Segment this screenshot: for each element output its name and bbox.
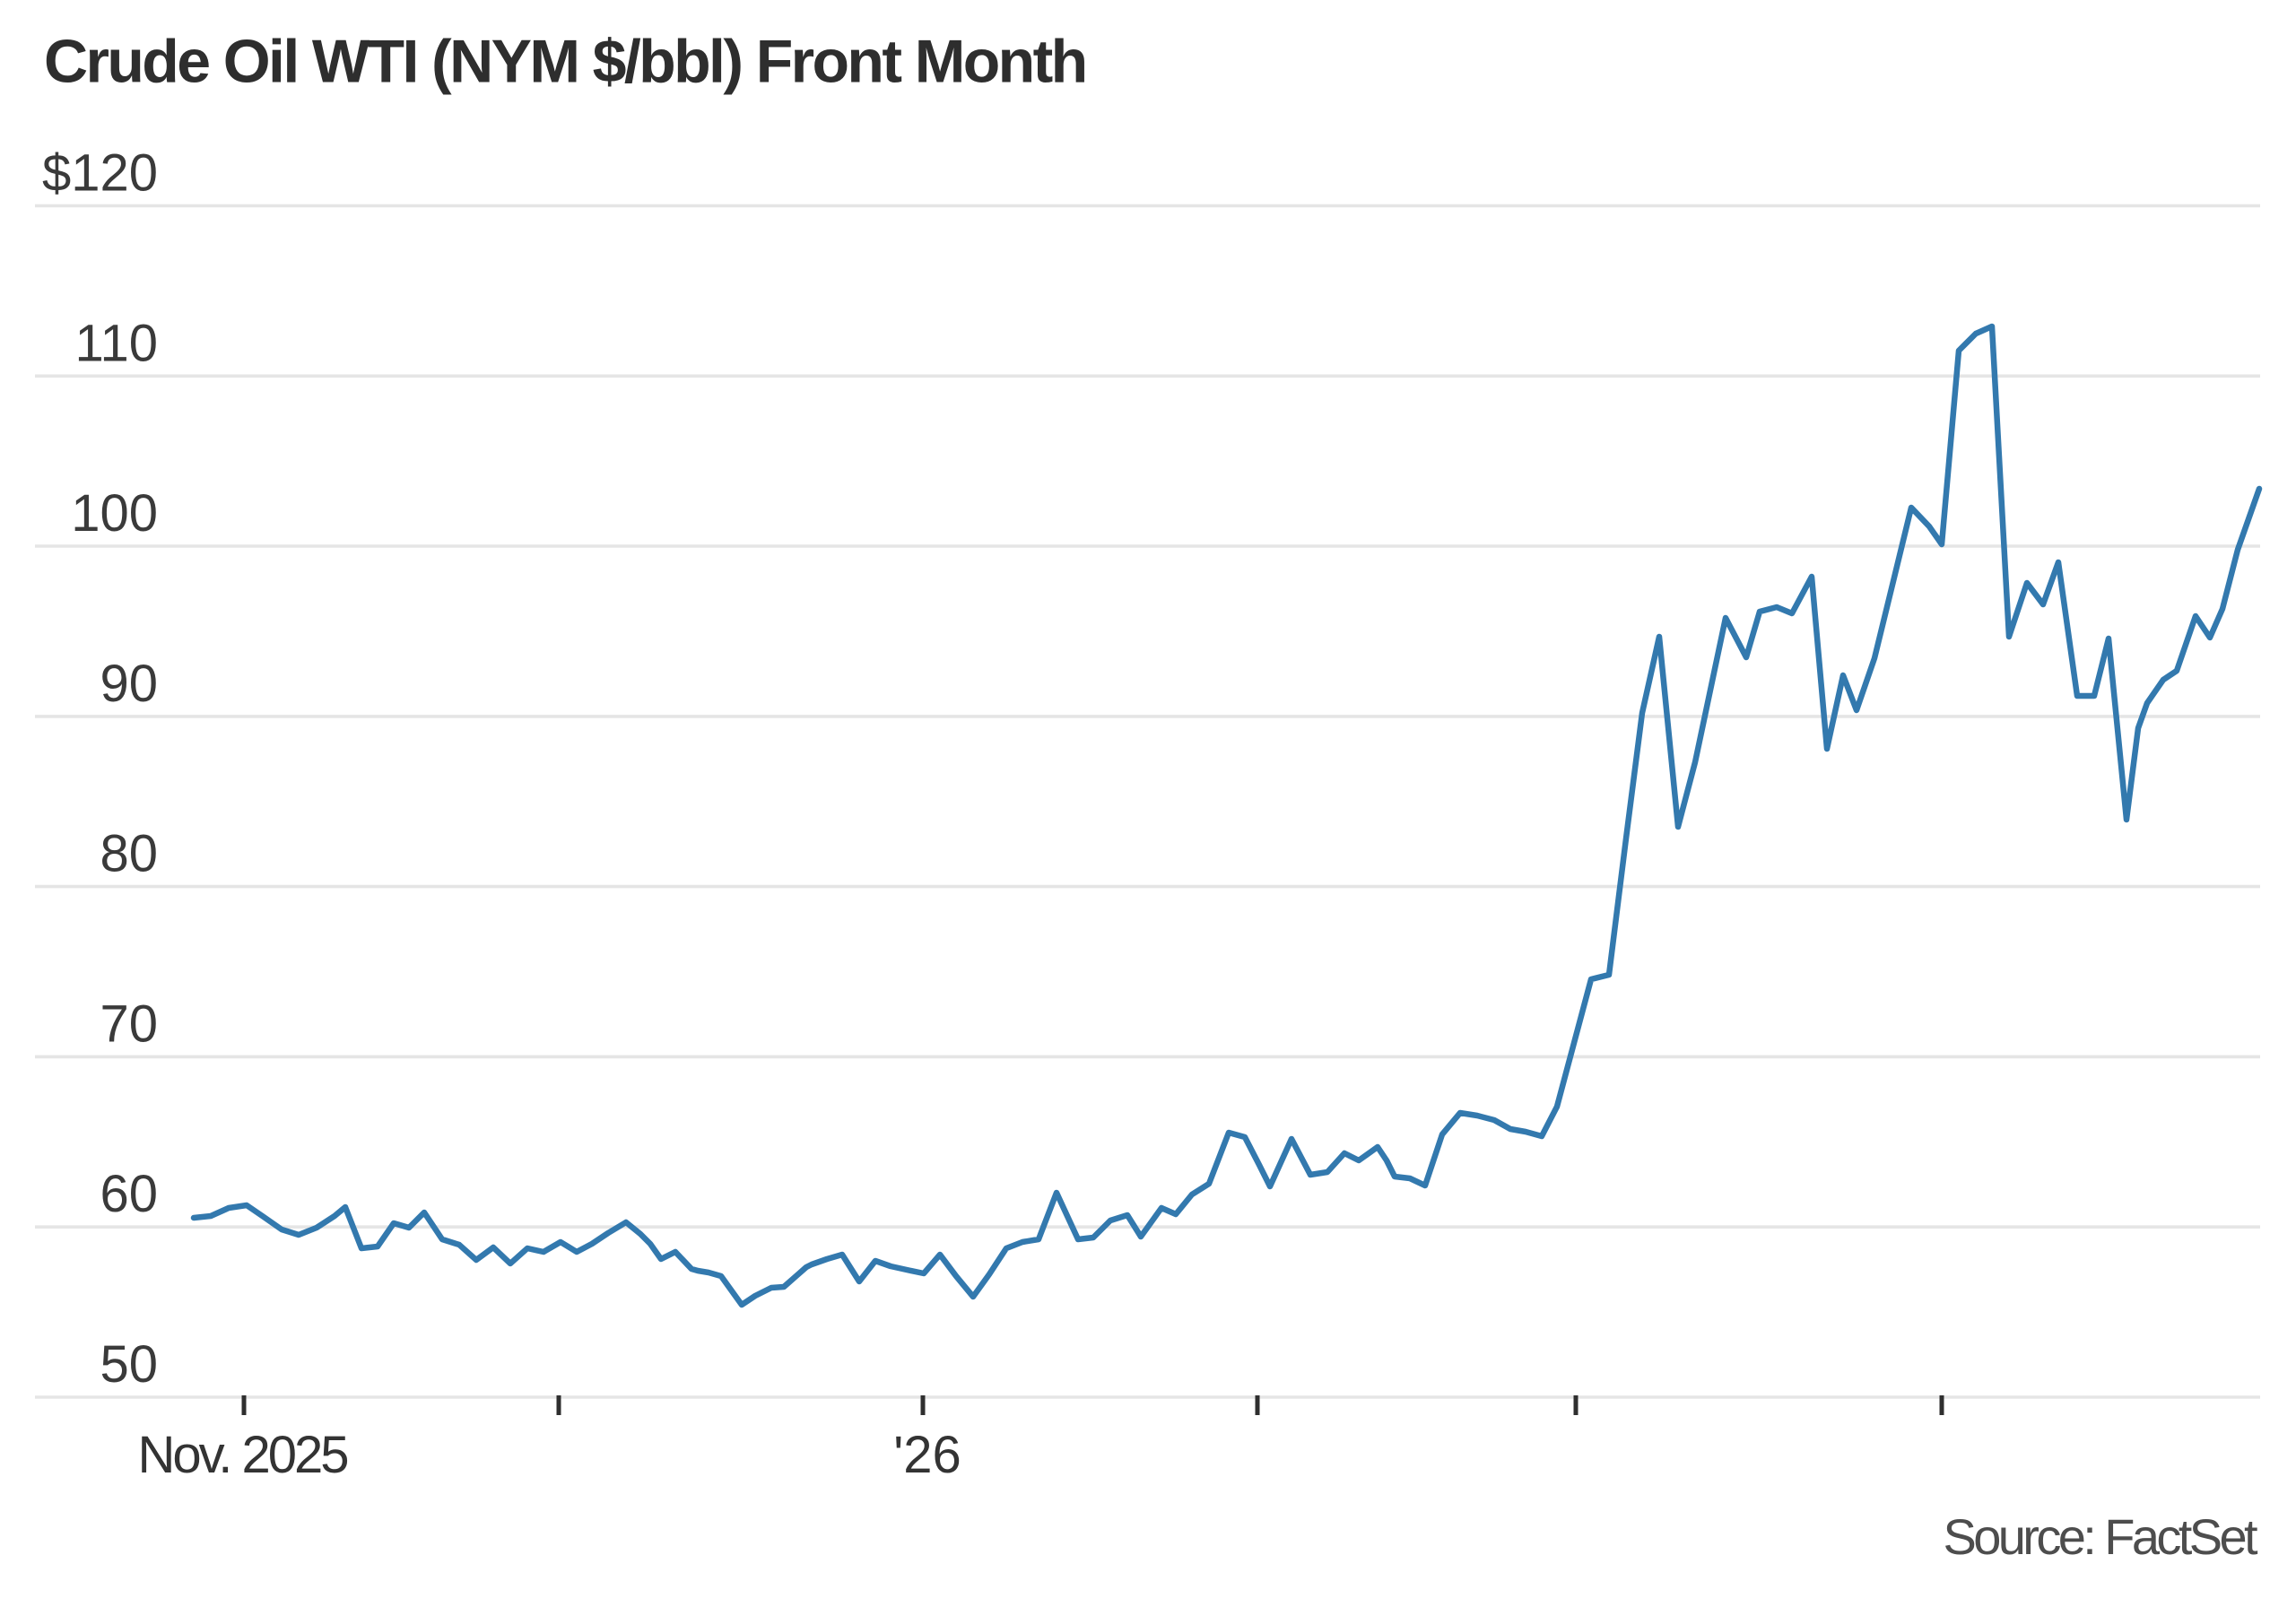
svg-text:Nov. 2025: Nov. 2025	[137, 1426, 347, 1484]
svg-text:Source: FactSet: Source: FactSet	[1943, 1508, 2258, 1565]
svg-text:70: 70	[100, 995, 158, 1053]
svg-text:90: 90	[100, 655, 158, 713]
svg-text:50: 50	[100, 1335, 158, 1394]
svg-text:110: 110	[75, 314, 158, 372]
svg-text:Crude Oil WTI (NYM $/bbl) Fron: Crude Oil WTI (NYM $/bbl) Front Month	[44, 28, 1086, 96]
svg-text:'26: '26	[893, 1426, 961, 1484]
svg-text:100: 100	[71, 484, 158, 543]
svg-text:80: 80	[100, 825, 158, 883]
svg-text:$120: $120	[42, 144, 158, 203]
svg-text:60: 60	[100, 1165, 158, 1223]
